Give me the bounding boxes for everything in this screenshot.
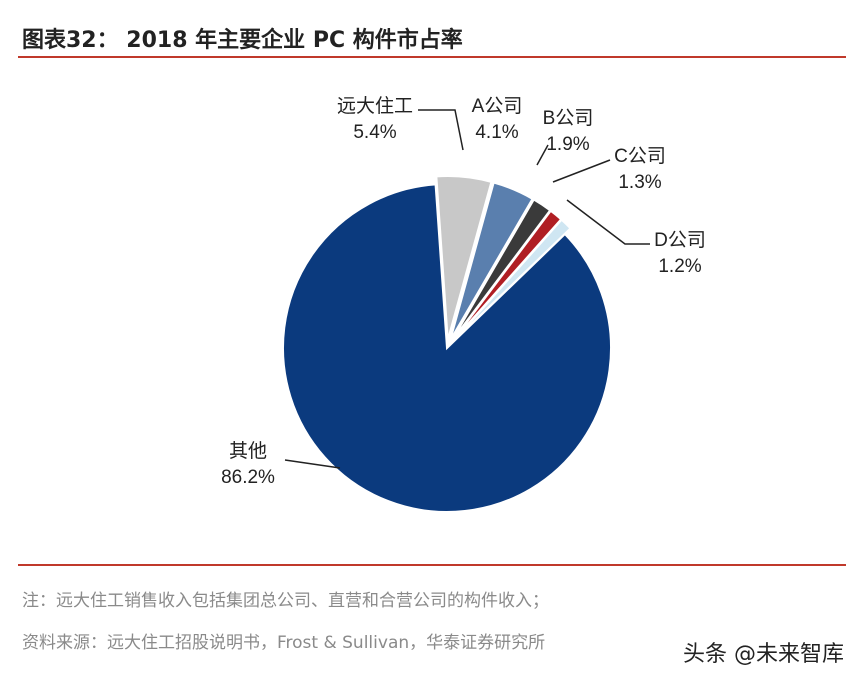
watermark: 头条 @未来智库 bbox=[683, 642, 844, 667]
pie-slice-5 bbox=[282, 183, 612, 513]
data-label: 1.3% bbox=[618, 172, 661, 193]
data-label: 4.1% bbox=[475, 122, 518, 143]
leader-line-4 bbox=[566, 199, 650, 245]
leader-line-5 bbox=[284, 459, 341, 469]
leader-line-3 bbox=[552, 159, 611, 183]
data-label: 86.2% bbox=[221, 467, 275, 488]
pie-chart: 远大住工 5.4% A公司 4.1% B公司 1.9% C公司 1.3% D公司 1.2% 其他 86… bbox=[221, 95, 706, 513]
slice-label: B公司 bbox=[543, 108, 594, 129]
slice-label: 远大住工 bbox=[337, 95, 413, 117]
pie-slice-4 bbox=[451, 218, 572, 343]
slice-label: A公司 bbox=[472, 96, 523, 117]
slice-label: C公司 bbox=[614, 146, 666, 167]
pie-slice-0 bbox=[435, 175, 493, 341]
chart-note: 注：远大住工销售收入包括集团总公司、直营和合营公司的构件收入； bbox=[22, 591, 549, 611]
figure-title: 图表32： 2018 年主要企业 PC 构件市占率 bbox=[22, 28, 463, 53]
title-rule bbox=[18, 56, 846, 58]
footer-rule bbox=[18, 564, 846, 566]
slice-label: 其他 bbox=[229, 440, 267, 462]
leader-line-2 bbox=[536, 144, 549, 166]
data-label: 5.4% bbox=[353, 122, 396, 143]
slice-label: D公司 bbox=[654, 230, 706, 251]
data-label: 1.2% bbox=[658, 256, 701, 277]
leader-line-0 bbox=[418, 109, 464, 151]
data-label: 1.9% bbox=[546, 134, 589, 155]
pie-slice-1 bbox=[449, 181, 534, 342]
chart-source: 资料来源：远大住工招股说明书，Frost & Sullivan，华泰证券研究所 bbox=[22, 633, 546, 653]
